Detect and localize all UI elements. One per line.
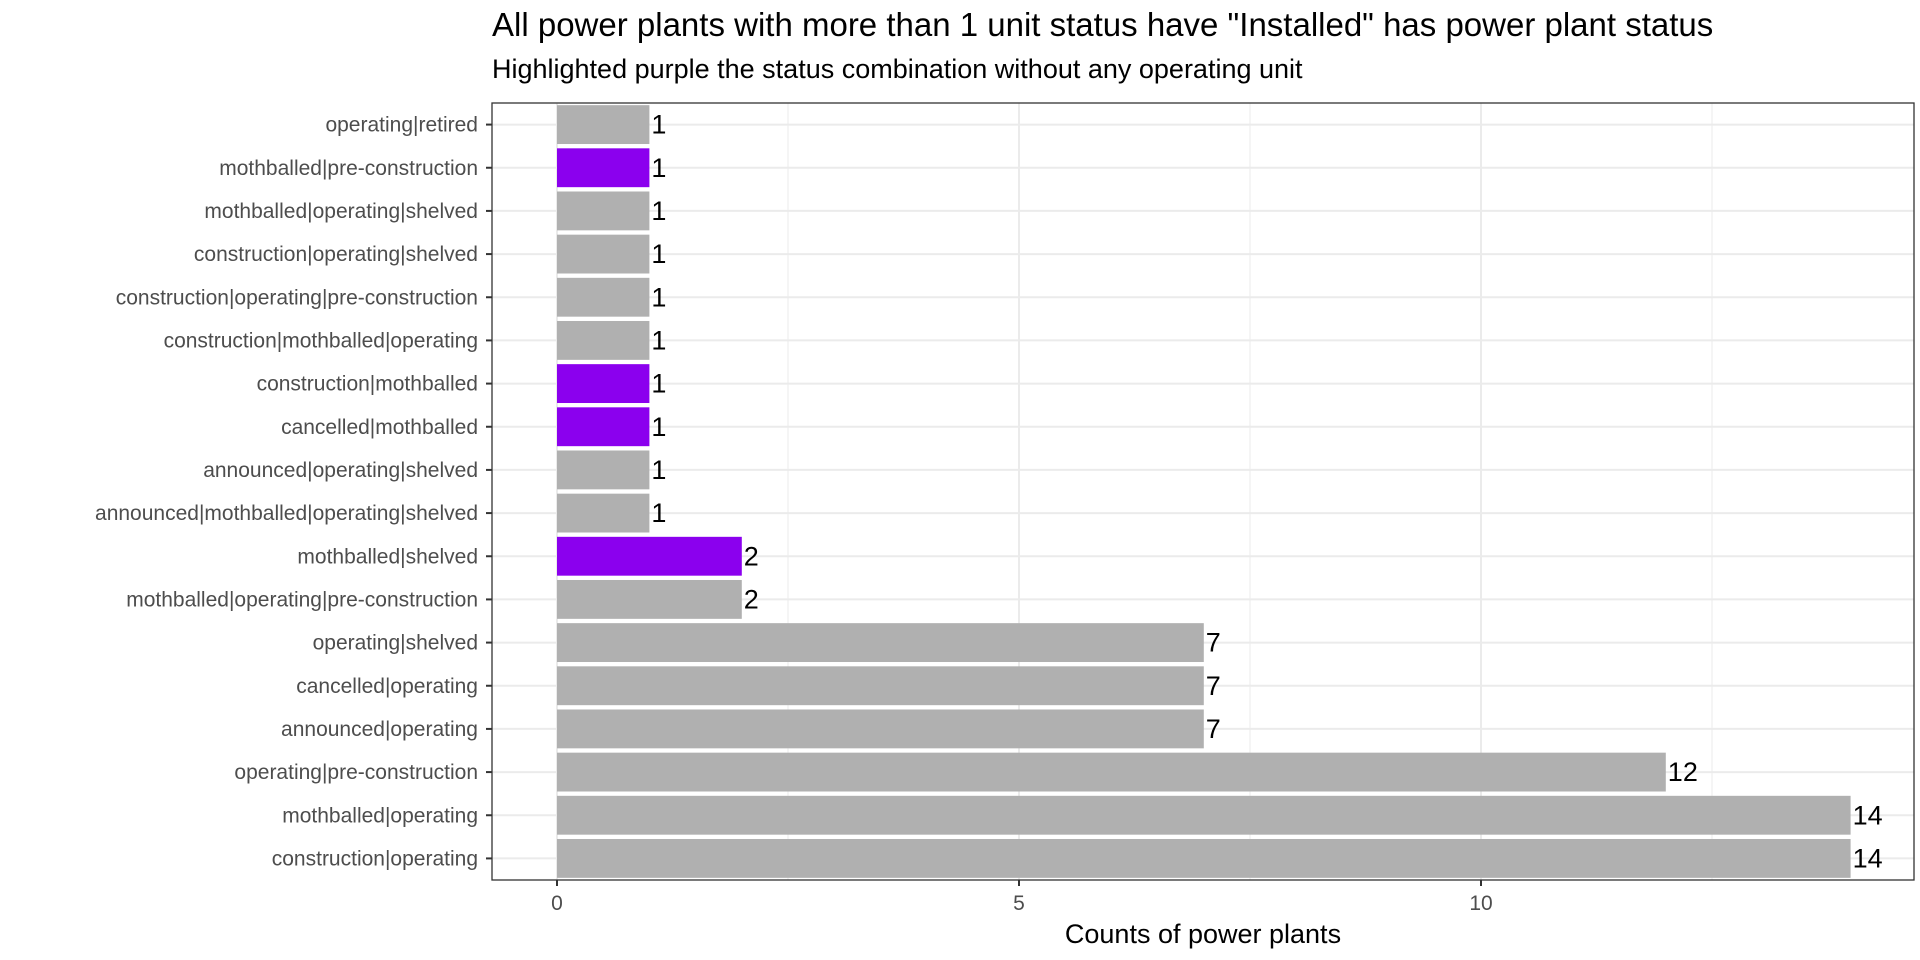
data-label: 14: [1853, 800, 1883, 830]
bar: [557, 450, 650, 490]
y-tick-label: mothballed|operating|pre-construction: [126, 588, 478, 611]
grid-lines: [492, 103, 1914, 880]
bar: [557, 320, 650, 360]
data-label: 14: [1853, 843, 1883, 873]
y-tick-label: construction|operating|pre-construction: [116, 286, 478, 309]
data-label: 1: [651, 110, 666, 140]
data-label: 1: [651, 153, 666, 183]
bar: [557, 191, 650, 231]
data-label: 2: [744, 541, 759, 571]
data-label: 1: [651, 412, 666, 442]
y-tick-label: announced|operating: [281, 718, 478, 741]
data-label: 1: [651, 498, 666, 528]
data-label: 1: [651, 239, 666, 269]
y-tick-label: mothballed|operating: [282, 804, 478, 827]
bar: [557, 579, 742, 619]
y-tick-label: cancelled|operating: [296, 675, 478, 698]
y-tick-label: announced|mothballed|operating|shelved: [95, 502, 478, 525]
y-tick-label: mothballed|pre-construction: [219, 157, 478, 180]
data-label: 1: [651, 455, 666, 485]
bar: [557, 752, 1666, 792]
plot-panel-border: [491, 102, 1915, 881]
y-tick-label: operating|pre-construction: [234, 761, 478, 784]
y-tick-label: announced|operating|shelved: [203, 459, 478, 482]
bar: [557, 407, 650, 447]
chart-title: All power plants with more than 1 unit s…: [492, 6, 1714, 43]
bar: [557, 364, 650, 404]
bar: [557, 795, 1851, 835]
bar: [557, 666, 1204, 706]
data-label: 1: [651, 196, 666, 226]
chart-subtitle: Highlighted purple the status combinatio…: [492, 54, 1303, 84]
x-tick-label: 5: [1013, 892, 1025, 915]
bars: [557, 105, 1851, 878]
y-tick-label: construction|operating|shelved: [194, 243, 478, 266]
x-tick-label: 0: [551, 892, 563, 915]
y-tick-label: mothballed|operating|shelved: [204, 200, 478, 223]
y-tick-label: construction|operating: [272, 847, 478, 870]
bar: [557, 277, 650, 317]
plot-panel: [492, 103, 1914, 880]
y-tick-label: mothballed|shelved: [297, 545, 478, 568]
data-label: 1: [651, 325, 666, 355]
y-tick-label: operating|retired: [325, 114, 478, 137]
data-label: 7: [1206, 628, 1221, 658]
x-axis-title: Counts of power plants: [1065, 919, 1341, 949]
data-label: 7: [1206, 671, 1221, 701]
bar: [557, 838, 1851, 878]
bar: [557, 709, 1204, 749]
bar: [557, 148, 650, 188]
data-label: 7: [1206, 714, 1221, 744]
bar: [557, 105, 650, 145]
data-label: 12: [1668, 757, 1698, 787]
axes: operating|retired mothballed|pre-construc…: [95, 114, 1493, 915]
data-label: 1: [651, 369, 666, 399]
data-label: 2: [744, 584, 759, 614]
bar: [557, 536, 742, 576]
y-tick-label: construction|mothballed: [257, 373, 478, 396]
bar: [557, 234, 650, 274]
bar: [557, 623, 1204, 663]
y-tick-label: cancelled|mothballed: [281, 416, 478, 439]
y-tick-label: construction|mothballed|operating: [164, 329, 478, 352]
data-label: 1: [651, 282, 666, 312]
y-tick-label: operating|shelved: [313, 632, 478, 655]
x-tick-label: 10: [1469, 892, 1492, 915]
bar: [557, 493, 650, 533]
